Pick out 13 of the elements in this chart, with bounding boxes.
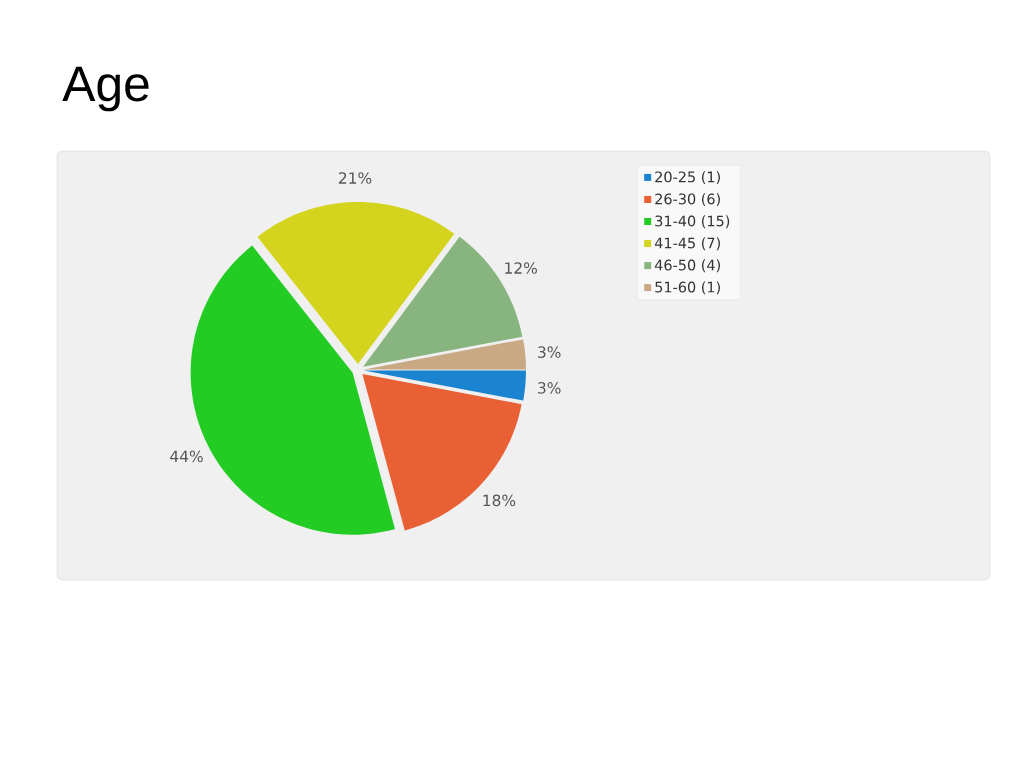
data-label: 44% (170, 450, 203, 463)
legend-label: 46-50 (4) (654, 259, 720, 273)
legend-label: 51-60 (1) (655, 281, 720, 295)
data-label: 3% (538, 346, 561, 358)
data-label: 12% (505, 262, 537, 274)
data-label: 3% (538, 382, 561, 394)
legend-label: 41-45 (7) (654, 237, 720, 251)
data-label: 21% (338, 172, 372, 184)
chart-title: Age (62, 66, 149, 112)
legend-label: 20-25 (1) (655, 171, 720, 185)
legend-label: 31-40 (15) (655, 215, 730, 229)
data-label: 18% (483, 494, 516, 507)
legend-label: 26-30 (6) (655, 193, 720, 207)
